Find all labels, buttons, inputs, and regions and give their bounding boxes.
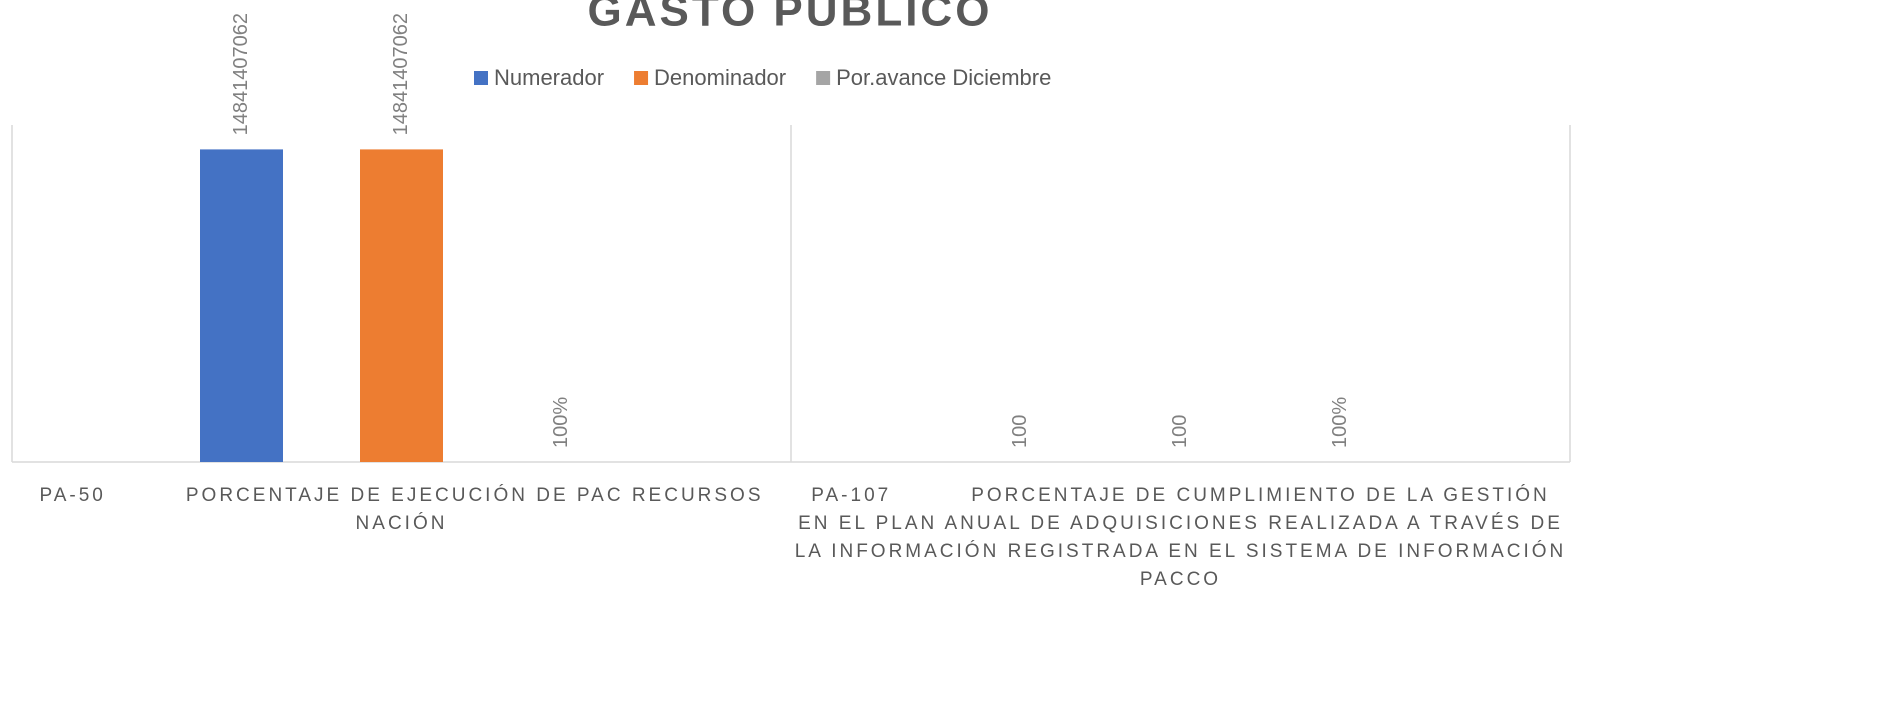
category-code: PA-50 bbox=[39, 485, 106, 506]
legend-label: Por.avance Diciembre bbox=[836, 65, 1051, 90]
legend-swatch bbox=[634, 71, 649, 85]
data-label: 100% bbox=[1329, 397, 1351, 448]
data-label: 100% bbox=[550, 397, 572, 448]
x-tick-label: PA-50 PORCENTAJE DE EJECUCIÓN DE PAC RECU… bbox=[12, 482, 791, 538]
x-tick-label: PA-107 PORCENTAJE DE CUMPLIMIENTO DE LA G… bbox=[791, 482, 1570, 594]
category-name: PORCENTAJE DE CUMPLIMIENTO DE LA GESTIÓN… bbox=[794, 485, 1567, 590]
legend-swatch bbox=[816, 71, 831, 85]
legend-label: Numerador bbox=[494, 65, 604, 90]
data-label: 100 bbox=[1169, 415, 1191, 448]
category-name: PORCENTAJE DE EJECUCIÓN DE PAC RECURSOS … bbox=[185, 485, 764, 534]
bar bbox=[200, 149, 283, 462]
data-label: 14841407062 bbox=[390, 13, 412, 135]
data-label: 14841407062 bbox=[230, 13, 252, 135]
bar bbox=[360, 149, 443, 462]
chart-title: GASTO PÚBLICO bbox=[588, 0, 993, 36]
legend-swatch bbox=[474, 71, 488, 85]
legend-label: Denominador bbox=[654, 65, 786, 90]
data-label: 100 bbox=[1009, 415, 1031, 448]
category-code: PA-107 bbox=[811, 485, 892, 506]
